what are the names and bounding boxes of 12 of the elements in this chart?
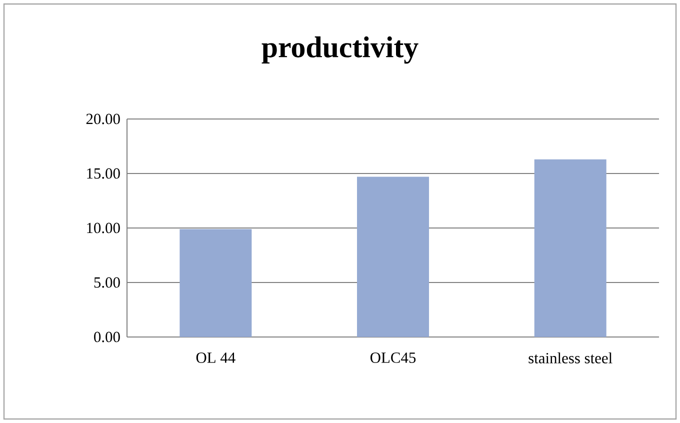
chart-title: productivity (262, 36, 418, 64)
bar (180, 229, 252, 337)
y-tick-label: 15.00 (87, 168, 120, 179)
x-tick-label: OL 44 (196, 352, 236, 363)
x-tick-label: stainless steel (528, 352, 612, 364)
bar (534, 159, 606, 337)
y-tick-label: 10.00 (87, 222, 120, 234)
y-tick-label: 20.00 (86, 114, 120, 124)
x-tick-label: OLC45 (370, 352, 416, 363)
y-tick-label: 0.00 (94, 332, 120, 342)
bar (357, 176, 430, 337)
y-tick-label: 5.00 (94, 277, 120, 288)
